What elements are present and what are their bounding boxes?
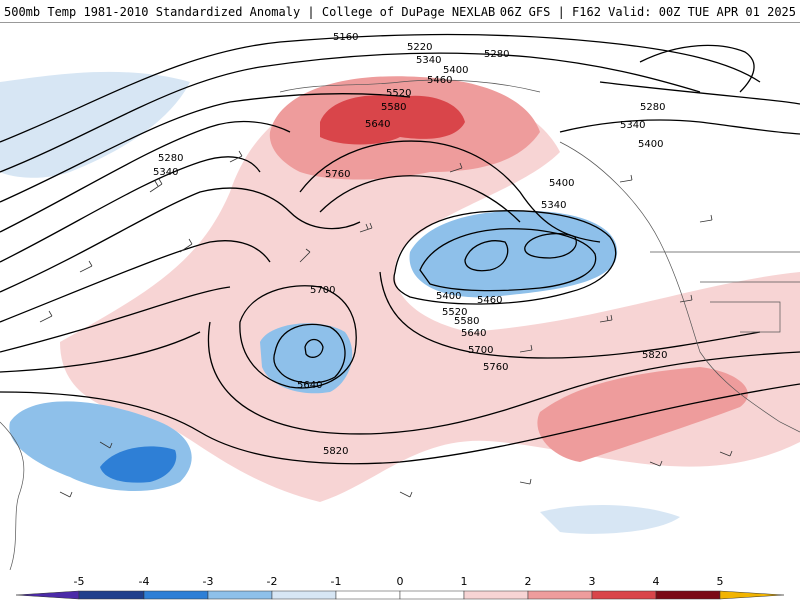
height-contours xyxy=(0,33,800,465)
contour-labels: 5160 5220 5280 5340 5400 5460 5520 5580 … xyxy=(153,32,667,457)
contour-label: 5280 xyxy=(158,153,183,164)
legend-tick: -3 xyxy=(203,575,214,588)
legend-swatch-minus2 xyxy=(271,590,337,600)
legend-tick: 2 xyxy=(525,575,532,588)
legend-tick: -5 xyxy=(74,575,85,588)
contour-label: 5760 xyxy=(483,362,508,373)
legend-swatch-zero xyxy=(399,590,465,600)
legend-swatch-above-plus5 xyxy=(719,590,785,600)
negative-anomaly-region-central xyxy=(409,210,618,298)
map-title: 500mb Temp 1981-2010 Standardized Anomal… xyxy=(4,5,496,19)
contour-label: 5700 xyxy=(468,345,493,356)
legend-tick: -4 xyxy=(139,575,150,588)
contour-label: 5820 xyxy=(642,350,667,361)
legend-swatch-minus3 xyxy=(207,590,273,600)
legend-tick: 4 xyxy=(653,575,660,588)
legend-swatch-minus5 xyxy=(78,590,145,600)
contour-label: 5460 xyxy=(477,295,502,306)
contour-label: 5760 xyxy=(325,169,350,180)
weak-negative-anomaly-south xyxy=(540,505,680,534)
contour-label: 5400 xyxy=(549,178,574,189)
legend-swatch-plus4 xyxy=(655,590,721,600)
contour-label: 5400 xyxy=(436,291,461,302)
strong-positive-anomaly-north xyxy=(320,95,465,145)
contour-label: 5400 xyxy=(638,139,663,150)
contour-label: 5820 xyxy=(323,446,348,457)
legend-tick-labels: -5 -4 -3 -2 -1 0 1 2 3 4 5 xyxy=(74,575,724,588)
wind-barbs xyxy=(39,150,733,498)
contour-label: 5640 xyxy=(365,119,390,130)
contour-label: 5280 xyxy=(640,102,665,113)
legend-tick: -1 xyxy=(331,575,342,588)
contour-label: 5340 xyxy=(620,120,645,131)
contour-label: 5280 xyxy=(484,49,509,60)
contour-label: 5580 xyxy=(381,102,406,113)
contour-label: 5700 xyxy=(310,285,335,296)
contour-label: 5460 xyxy=(427,75,452,86)
legend-tick: 1 xyxy=(461,575,468,588)
contour-label: 5340 xyxy=(416,55,441,66)
coastlines xyxy=(0,79,800,570)
model-run-info: 06Z GFS | F162 Valid: 00Z TUE APR 01 202… xyxy=(499,5,796,19)
contour-label: 5640 xyxy=(297,380,322,391)
contour-label: 5340 xyxy=(541,200,566,211)
legend-swatch-below-minus5 xyxy=(15,590,80,600)
strong-negative-anomaly-west xyxy=(100,446,177,483)
contour-label: 5340 xyxy=(153,167,178,178)
legend-swatch-plus2 xyxy=(527,590,593,600)
legend-tick: 0 xyxy=(397,575,404,588)
legend-swatch-plus3 xyxy=(591,590,657,600)
contour-label: 5400 xyxy=(443,65,468,76)
contour-label: 5580 xyxy=(454,316,479,327)
legend-swatch-plus1 xyxy=(463,590,529,600)
legend-color-bar xyxy=(15,590,785,600)
legend-tick: -2 xyxy=(267,575,278,588)
contour-label: 5640 xyxy=(461,328,486,339)
legend-swatch-minus4 xyxy=(143,590,209,600)
header-bar: 500mb Temp 1981-2010 Standardized Anomal… xyxy=(0,0,800,23)
anomaly-color-legend: -5 -4 -3 -2 -1 0 1 2 3 4 5 xyxy=(15,575,785,600)
legend-tick: 3 xyxy=(589,575,596,588)
contour-label: 5220 xyxy=(407,42,432,53)
legend-swatch-minus1 xyxy=(335,590,401,600)
weather-map: 5160 5220 5280 5340 5400 5460 5520 5580 … xyxy=(0,32,800,570)
legend-tick: 5 xyxy=(717,575,724,588)
contour-label: 5520 xyxy=(442,307,467,318)
contour-label: 5160 xyxy=(333,32,358,43)
contour-label: 5520 xyxy=(386,88,411,99)
